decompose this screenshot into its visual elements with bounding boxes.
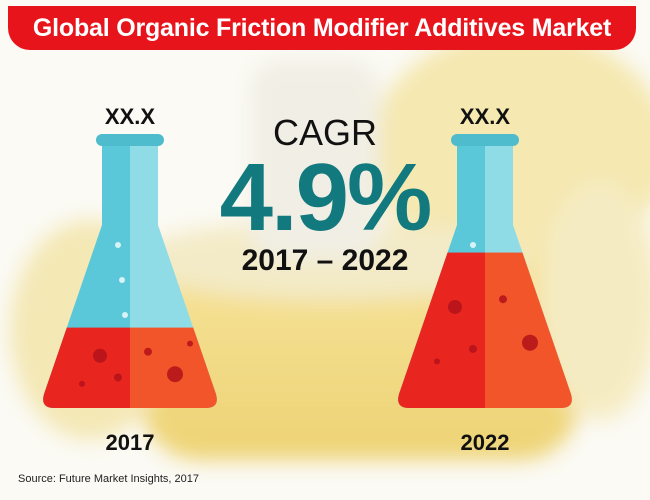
cagr-period: 2017 – 2022: [241, 244, 409, 277]
flask-2017: [43, 134, 217, 408]
liquid-bubble: [79, 380, 85, 387]
air-bubble: [470, 242, 476, 248]
liquid-bubble: [469, 344, 477, 353]
value-label-2022: XX.X: [459, 104, 511, 129]
liquid-bubble: [542, 280, 548, 287]
air-bubble: [122, 312, 128, 318]
flask-2022: [398, 134, 572, 408]
liquid-bubble: [499, 295, 507, 304]
flask-rim-2017: [96, 134, 164, 146]
liquid-bubble: [187, 340, 193, 347]
liquid-right-2022: [485, 252, 572, 408]
liquid-bubble: [144, 347, 152, 356]
air-bubble: [115, 242, 121, 248]
chart-title: Global Organic Friction Modifier Additiv…: [32, 14, 612, 42]
liquid-bubble: [114, 373, 122, 382]
cagr-value: 4.9%: [219, 144, 433, 251]
value-label-2017: XX.X: [104, 104, 156, 129]
liquid-bubble: [93, 348, 107, 363]
year-label-2017: 2017: [105, 430, 155, 455]
liquid-bubble: [522, 334, 538, 351]
liquid-bubble: [448, 299, 462, 314]
liquid-bubble: [434, 358, 440, 365]
liquid-bubble: [167, 366, 183, 383]
year-label-2022: 2022: [460, 430, 510, 455]
flask-rim-2022: [451, 134, 519, 146]
cagr-label: CAGR: [272, 112, 377, 153]
source-note: Source: Future Market Insights, 2017: [18, 473, 199, 485]
title-banner: Global Organic Friction Modifier Additiv…: [8, 6, 636, 50]
liquid-left-2017: [43, 327, 130, 408]
air-bubble: [119, 277, 125, 283]
